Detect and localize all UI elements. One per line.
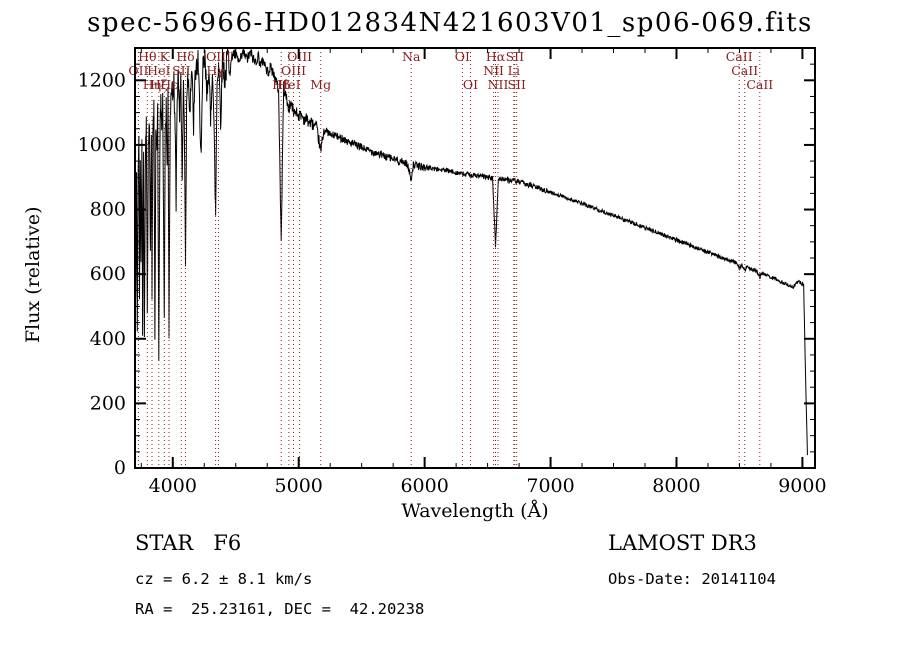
line-marker-label: Hγ <box>206 63 224 78</box>
x-tick-label: 8000 <box>652 475 700 497</box>
line-marker-label: Hζ <box>150 77 168 92</box>
y-tick-label: 1000 <box>78 134 126 156</box>
line-marker-label: SII <box>172 63 191 78</box>
survey-release-label: LAMOST DR3 <box>608 531 757 555</box>
plot-frame <box>134 47 816 469</box>
line-marker-label: SII <box>507 77 526 92</box>
radial-velocity-text: cz = 6.2 ± 8.1 km/s <box>135 570 313 588</box>
x-tick-label: 7000 <box>526 475 574 497</box>
line-marker-label: Hα <box>486 49 506 64</box>
line-marker-label: HeI <box>147 63 170 78</box>
line-marker-label: CaII <box>746 77 773 92</box>
x-axis-ticks: 4000 5000 6000 7000 8000 9000 <box>140 48 827 497</box>
line-marker-label: Hε <box>160 77 177 92</box>
y-tick-label: 400 <box>90 328 126 350</box>
object-class-label: STAR F6 <box>135 531 242 555</box>
y-tick-label: 600 <box>90 263 126 285</box>
plot-title: spec-56966-HD012834N421603V01_sp06-069.f… <box>87 8 813 38</box>
x-tick-label: 6000 <box>400 475 448 497</box>
line-marker-label: Hη <box>143 77 161 92</box>
y-tick-label: 200 <box>90 392 126 414</box>
x-tick-label: 9000 <box>778 475 826 497</box>
line-marker-label: OIII <box>281 63 306 78</box>
line-marker-label: Mg <box>310 77 331 92</box>
line-marker-label: Hβ <box>272 77 290 92</box>
x-tick-label: 5000 <box>275 475 323 497</box>
line-marker-label: NII <box>483 63 504 78</box>
line-marker-label: K <box>160 49 170 64</box>
line-marker-label: OII <box>128 63 148 78</box>
line-marker-label: CaII <box>731 63 758 78</box>
line-marker-label: OI <box>463 77 478 92</box>
line-marker-label: Na <box>402 49 421 64</box>
line-marker-label: SII <box>506 49 525 64</box>
line-marker-label: NII <box>488 77 509 92</box>
line-marker-label: Hδ <box>176 49 194 64</box>
y-tick-label: 1200 <box>78 69 126 91</box>
x-tick-label: 4000 <box>149 475 197 497</box>
line-marker-label: Li <box>508 63 520 78</box>
spectrum-path <box>135 47 808 456</box>
spectrum-curve <box>135 47 808 456</box>
y-tick-label: 0 <box>114 457 126 479</box>
coordinates-text: RA = 25.23161, DEC = 42.20238 <box>135 600 425 618</box>
line-marker-label: HeI <box>277 77 300 92</box>
y-tick-label: 800 <box>90 199 126 221</box>
line-marker-label: OIII <box>206 49 231 64</box>
line-marker-label: OI <box>455 49 470 64</box>
obs-date-text: Obs-Date: 20141104 <box>608 570 776 588</box>
x-axis-label: Wavelength (Å) <box>401 500 549 522</box>
line-marker-label: CaII <box>726 49 753 64</box>
spectral-line-markers: HθKHδOIIIOIIINaOIHαSIICaIIOIIHeISIIHγOII… <box>128 48 773 468</box>
spectrum-plot: HθKHδOIIIOIIINaOIHαSIICaIIOIIHeISIIHγOII… <box>78 47 827 497</box>
y-axis-label: Flux (relative) <box>22 206 44 344</box>
y-axis-ticks: 0 200 400 600 800 1000 1200 <box>78 47 815 479</box>
